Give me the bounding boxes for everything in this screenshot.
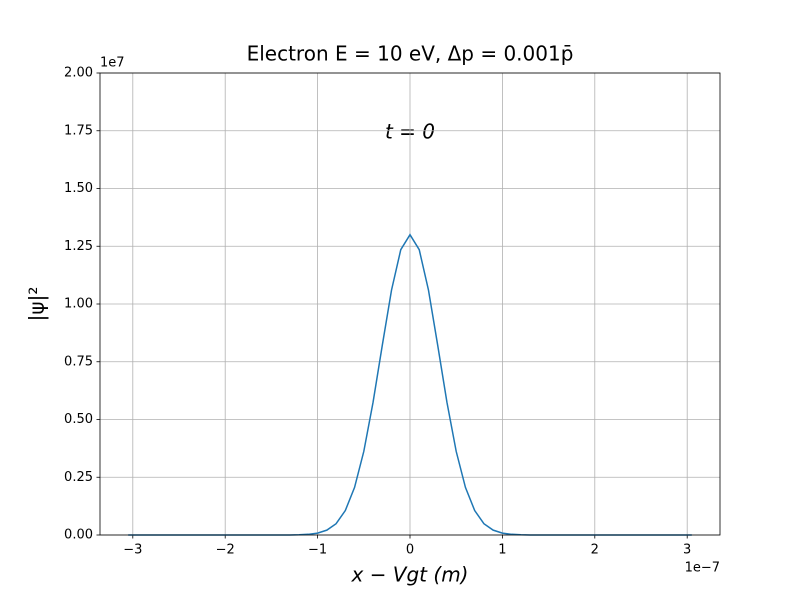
y-offset-label: 1e7 (100, 56, 125, 71)
x-tick-label: 0 (406, 543, 414, 558)
x-tick-label: −1 (308, 543, 327, 558)
y-tick-label: 1.25 (64, 239, 93, 254)
y-tick-label: 1.75 (64, 123, 93, 138)
y-tick-label: 0.00 (64, 528, 93, 543)
x-tick-label: 2 (591, 543, 599, 558)
y-tick-label: 0.25 (64, 470, 93, 485)
y-tick-label: 1.00 (64, 297, 93, 312)
x-tick-label: 3 (683, 543, 691, 558)
x-offset-label: 1e−7 (685, 561, 720, 576)
y-tick-label: 0.50 (64, 412, 93, 427)
chart-title: Electron E = 10 eV, Δp = 0.001p̄ (247, 42, 574, 66)
y-tick-label: 0.75 (64, 354, 93, 369)
data-line (128, 233, 692, 536)
y-tick-label: 2.00 (64, 66, 93, 81)
x-tick-label: 1 (498, 543, 506, 558)
x-tick-label: −2 (216, 543, 235, 558)
x-axis-label: x − Vgt (m) (351, 563, 469, 587)
y-tick-label: 1.50 (64, 181, 93, 196)
y-axis-label: |ψ|² (25, 287, 49, 322)
plot-frame (99, 72, 721, 536)
x-tick-label: −3 (123, 543, 142, 558)
